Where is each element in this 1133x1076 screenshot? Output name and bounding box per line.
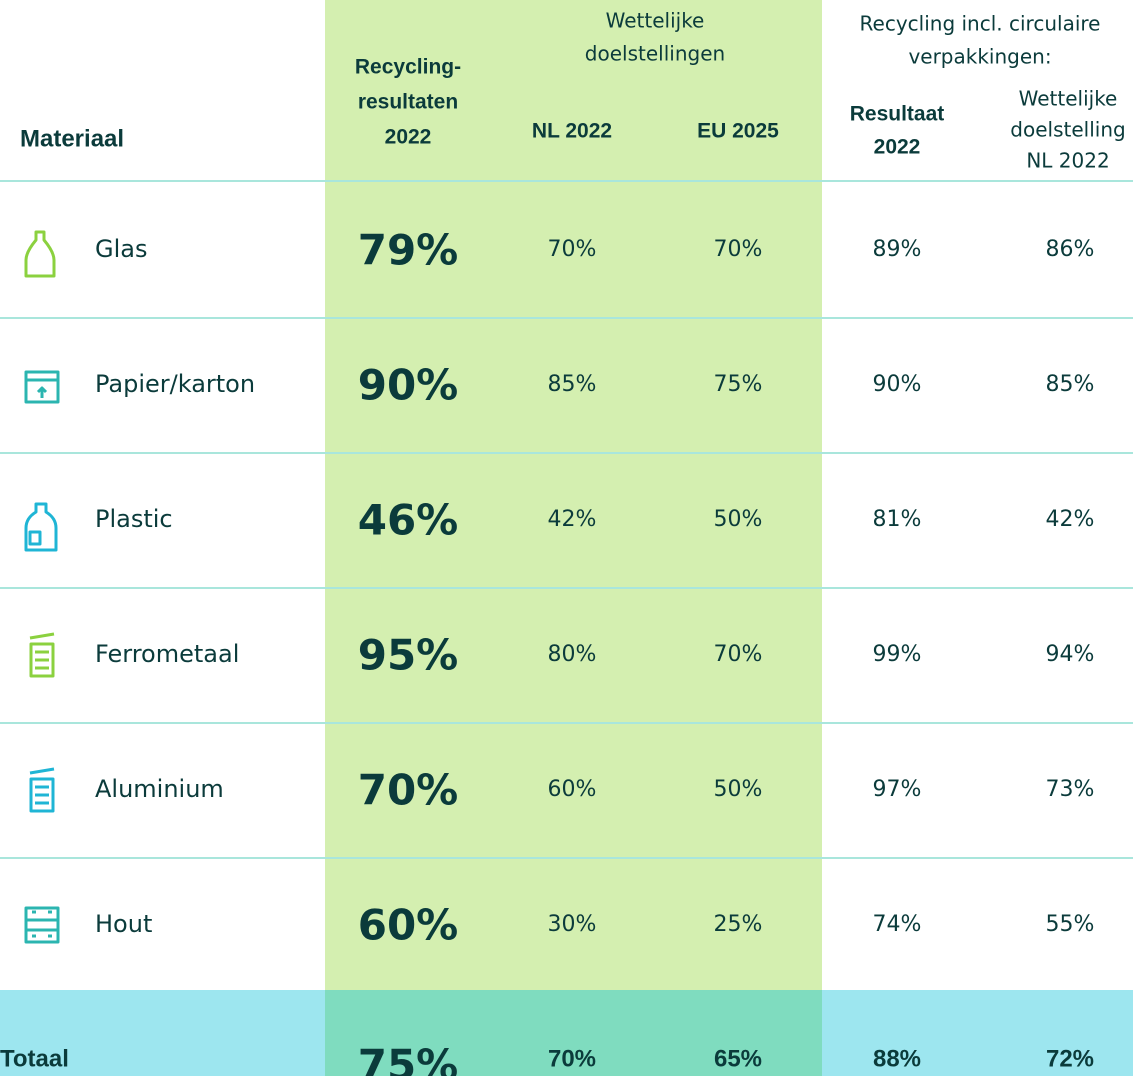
cell-value: 81%	[873, 507, 922, 532]
header-legal: doelstellingen	[585, 42, 725, 66]
cell-value: 89%	[873, 237, 922, 262]
cell-value: 90%	[873, 372, 922, 397]
recycling-value: 60%	[358, 901, 459, 950]
header-legal-nl: NL 2022	[1026, 149, 1109, 173]
highlight-column	[325, 0, 822, 990]
cell-value: 74%	[873, 912, 922, 937]
material-name: Ferrometaal	[95, 640, 239, 668]
material-icon	[24, 370, 60, 404]
material-icon	[29, 767, 55, 813]
cell-value: 60%	[548, 777, 597, 802]
header-legal: Wettelijke	[606, 9, 705, 33]
cell-value: 42%	[1046, 507, 1095, 532]
recycling-value: 46%	[358, 496, 459, 545]
cell-value: 25%	[714, 912, 763, 937]
header-legal-nl: Wettelijke	[1019, 87, 1118, 111]
cell-value: 42%	[548, 507, 597, 532]
material-name: Glas	[95, 235, 147, 263]
cell-value: 70%	[548, 237, 597, 262]
header-result: 2022	[874, 136, 921, 159]
total-value: 70%	[548, 1045, 596, 1072]
cell-value: 75%	[714, 372, 763, 397]
total-value: 75%	[358, 1041, 459, 1076]
cell-value: 70%	[714, 237, 763, 262]
recycling-value: 95%	[358, 631, 459, 680]
cell-value: 55%	[1046, 912, 1095, 937]
header-recycling: 2022	[385, 126, 432, 149]
header-legal-nl: doelstelling	[1010, 118, 1125, 142]
header-circular: verpakkingen:	[908, 45, 1051, 69]
cell-value: 70%	[714, 642, 763, 667]
highlight-total	[325, 990, 822, 1076]
recycling-value: 90%	[358, 361, 459, 410]
cell-value: 80%	[548, 642, 597, 667]
header-circular: Recycling incl. circulaire	[860, 12, 1101, 36]
cell-value: 85%	[548, 372, 597, 397]
cell-value: 94%	[1046, 642, 1095, 667]
header-recycling: resultaten	[358, 91, 458, 114]
cell-value: 86%	[1046, 237, 1095, 262]
total-value: 72%	[1046, 1045, 1094, 1072]
cell-value: 50%	[714, 777, 763, 802]
cell-value: 50%	[714, 507, 763, 532]
header-result: Resultaat	[850, 103, 945, 126]
material-name: Aluminium	[95, 775, 224, 803]
material-icon	[24, 230, 56, 278]
material-name: Plastic	[95, 505, 173, 533]
material-name: Hout	[95, 910, 152, 938]
recycling-value: 79%	[358, 226, 459, 275]
total-label: Totaal	[0, 1045, 69, 1072]
total-value: 88%	[873, 1045, 921, 1072]
material-icon	[29, 632, 55, 678]
total-value: 65%	[714, 1045, 762, 1072]
cell-value: 97%	[873, 777, 922, 802]
cell-value: 30%	[548, 912, 597, 937]
material-icon	[24, 906, 60, 944]
cell-value: 85%	[1046, 372, 1095, 397]
header-material: Materiaal	[20, 125, 124, 152]
material-icon	[24, 502, 58, 552]
recycling-value: 70%	[358, 766, 459, 815]
header-eu: EU 2025	[697, 120, 779, 143]
header-nl: NL 2022	[532, 120, 612, 143]
cell-value: 99%	[873, 642, 922, 667]
cell-value: 73%	[1046, 777, 1095, 802]
material-name: Papier/karton	[95, 370, 255, 398]
header-recycling: Recycling-	[355, 56, 461, 79]
